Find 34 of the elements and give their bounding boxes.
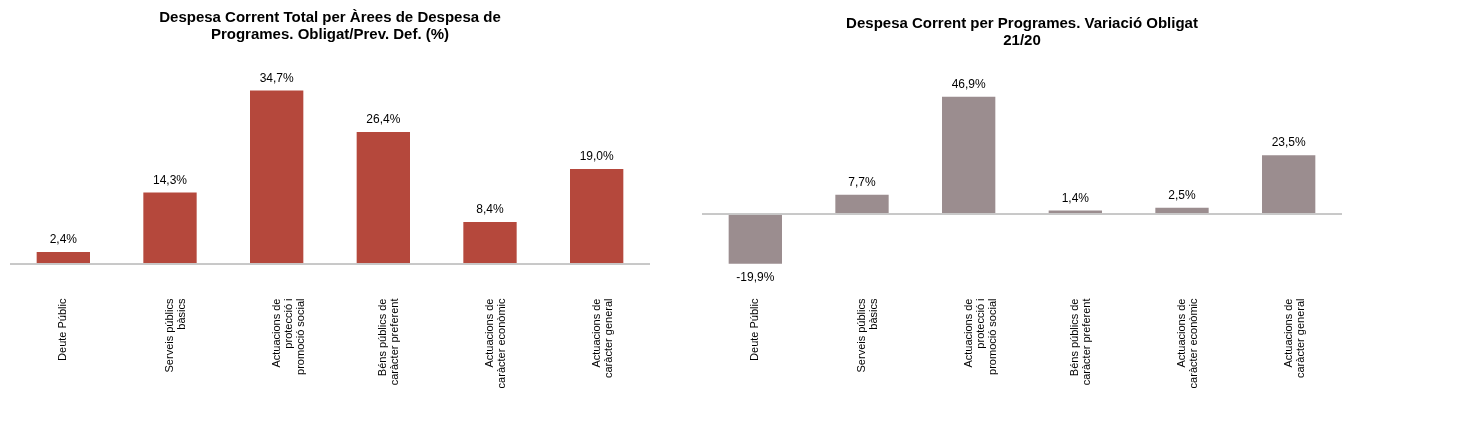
- data-label: 8,4%: [476, 202, 504, 216]
- bar: [463, 222, 517, 264]
- data-label: 19,0%: [579, 149, 615, 163]
- data-label: 34,7%: [259, 70, 295, 85]
- chart-title: Despesa Corrent per Programes. Variació Obligat 21/20: [846, 13, 1198, 48]
- data-label: 23,5%: [1271, 135, 1307, 150]
- data-label: 2,5%: [1168, 187, 1196, 202]
- data-label: 26,4%: [366, 112, 401, 126]
- data-label: 7,7%: [848, 174, 876, 189]
- x-tick-label: Actuacions de caràcter econòmic: [1175, 298, 1199, 389]
- data-label: 2,4%: [49, 232, 78, 246]
- x-tick-label: Actuacions de caràcter general: [589, 298, 614, 378]
- x-tick-label: Deute Públic: [56, 298, 69, 361]
- bar: [835, 194, 889, 214]
- x-tick-label: Actuacions de caràcter econòmic: [483, 298, 507, 389]
- x-tick-label: Actuacions de protecció i promoció social: [269, 298, 306, 375]
- data-label: -19,9%: [736, 269, 775, 284]
- data-label: 14,3%: [152, 172, 188, 187]
- x-tick-label: Actuacions de caràcter general: [1281, 298, 1306, 378]
- bar: [942, 96, 996, 214]
- bar: [250, 90, 304, 264]
- x-tick-label: Actuacions de protecció i promoció social: [961, 298, 998, 375]
- x-tick-label: Serveis públics bàsics: [855, 298, 879, 373]
- x-tick-label: Deute Públic: [748, 298, 761, 361]
- data-label: 1,4%: [1061, 190, 1090, 205]
- data-label: 46,9%: [951, 76, 987, 91]
- bar: [36, 252, 90, 264]
- x-tick-label: Serveis públics bàsics: [163, 298, 187, 373]
- bar: [1262, 155, 1316, 214]
- bar: [356, 132, 410, 264]
- bar: [728, 214, 782, 264]
- chart-title: Despesa Corrent Total per Àrees de Despesa de Programes. Obligat/Prev. Def. (%): [159, 7, 501, 42]
- bar: [570, 169, 624, 264]
- bar: [143, 192, 197, 264]
